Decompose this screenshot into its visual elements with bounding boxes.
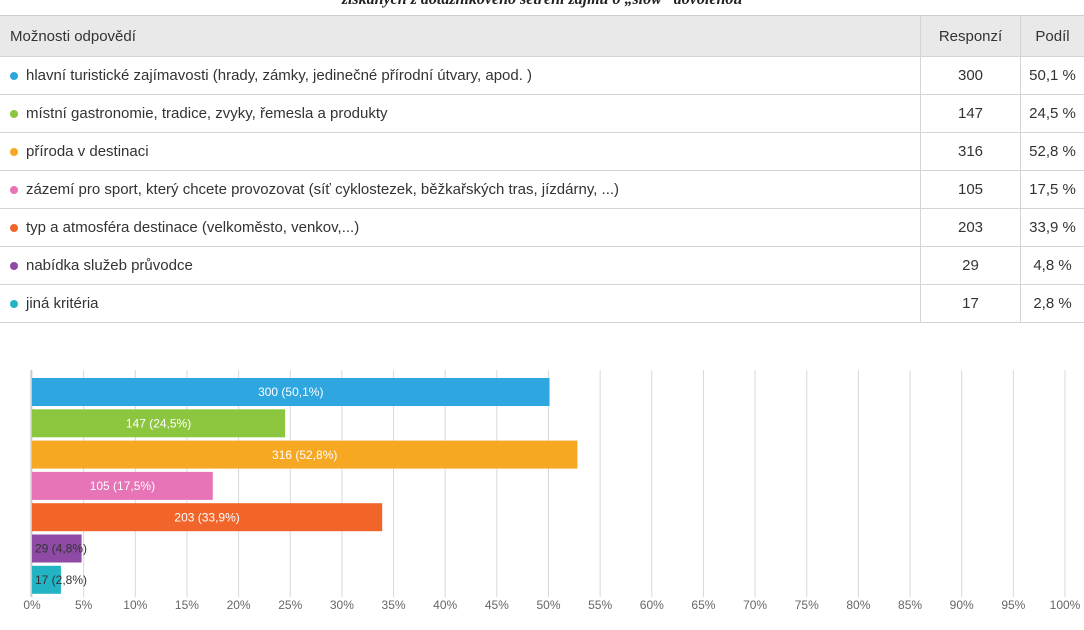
cell-text: 105 [957, 181, 984, 198]
cell-text: 33,9 % [1029, 219, 1076, 236]
x-tick-label: 30% [330, 598, 354, 612]
cell-text: 2,8 % [1033, 295, 1072, 312]
color-dot [10, 71, 18, 80]
color-dot [10, 299, 18, 308]
cell-text: nabídka služeb průvodce [26, 257, 193, 274]
x-tick-label: 40% [433, 598, 457, 612]
x-tick-label: 5% [75, 598, 93, 612]
x-tick-label: 15% [175, 598, 199, 612]
x-tick-label: 75% [795, 598, 819, 612]
x-tick-label: 85% [898, 598, 922, 612]
bar [32, 503, 383, 532]
cell-text: zázemí pro sport, který chcete provozova… [26, 181, 620, 198]
x-tick-label: 80% [846, 598, 870, 612]
cell: příroda v destinaci [0, 133, 920, 170]
table-row: zázemí pro sport, který chcete provozova… [0, 171, 1084, 209]
cell: 300 [920, 57, 1020, 94]
x-tick-label: 25% [278, 598, 302, 612]
cell: 147 [920, 95, 1020, 132]
bar [32, 378, 550, 406]
x-tick-label: 100% [1050, 598, 1081, 612]
table-row: jiná kritéria 17 2,8 % [0, 285, 1084, 323]
cell-text: příroda v destinaci [26, 143, 149, 160]
bar-label: 105 (17,5%) [90, 479, 155, 493]
bar [32, 409, 286, 438]
color-dot [10, 223, 18, 232]
cell-text: 17,5 % [1029, 181, 1076, 198]
cell: 316 [920, 133, 1020, 170]
bar [32, 440, 578, 469]
table-row: hlavní turistické zajímavosti (hrady, zá… [0, 57, 1084, 95]
x-tick-label: 60% [640, 598, 664, 612]
x-tick-label: 50% [536, 598, 560, 612]
cell: 29 [920, 247, 1020, 284]
color-dot [10, 185, 18, 194]
cell: typ a atmosféra destinace (velkoměsto, v… [0, 209, 920, 246]
header-cell: Podíl [1020, 16, 1084, 56]
bar-label: 316 (52,8%) [272, 448, 337, 462]
x-tick-label: 90% [950, 598, 974, 612]
table-row: nabídka služeb průvodce 29 4,8 % [0, 247, 1084, 285]
x-tick-label: 10% [123, 598, 147, 612]
cell: 2,8 % [1020, 285, 1084, 322]
bar-label: 300 (50,1%) [258, 385, 323, 399]
cell: 105 [920, 171, 1020, 208]
cell-text: 50,1 % [1029, 67, 1076, 84]
cell-text: 147 [957, 105, 984, 122]
cell: 17 [920, 285, 1020, 322]
cell-text: 29 [962, 257, 979, 274]
bar [32, 565, 61, 594]
color-dot [10, 109, 18, 118]
cell: 17,5 % [1020, 171, 1084, 208]
cell: 24,5 % [1020, 95, 1084, 132]
bar-label: 147 (24,5%) [126, 416, 191, 430]
cell: 33,9 % [1020, 209, 1084, 246]
header-row: Možnosti odpovědí Responzí Podíl [0, 15, 1084, 57]
cell: jiná kritéria [0, 285, 920, 322]
cell-text: typ a atmosféra destinace (velkoměsto, v… [26, 219, 360, 236]
x-tick-label: 20% [227, 598, 251, 612]
color-dot [10, 261, 18, 270]
cell: hlavní turistické zajímavosti (hrady, zá… [0, 57, 920, 94]
bar-label: 17 (2,8%) [35, 573, 87, 587]
cell-text: 17 [962, 295, 979, 312]
results-table: Možnosti odpovědí Responzí Podíl hlavní tur… [0, 15, 1084, 323]
table-row: typ a atmosféra destinace (velkoměsto, v… [0, 209, 1084, 247]
cell-text: 203 [957, 219, 984, 236]
table-row: příroda v destinaci 316 52,8 % [0, 133, 1084, 171]
cell: 203 [920, 209, 1020, 246]
x-tick-label: 0% [23, 598, 41, 612]
header-cell: Responzí [920, 16, 1020, 56]
color-dot [10, 147, 18, 156]
bar [32, 534, 82, 563]
cell-text: jiná kritéria [26, 295, 99, 312]
cell: 52,8 % [1020, 133, 1084, 170]
cell-text: 52,8 % [1029, 143, 1076, 160]
x-tick-label: 65% [691, 598, 715, 612]
caption: získaných z dotazníkového šetření zájmu … [0, 0, 1084, 9]
cell: 50,1 % [1020, 57, 1084, 94]
x-tick-label: 70% [743, 598, 767, 612]
cell-text: 300 [957, 67, 984, 84]
bar-label: 29 (4,8%) [35, 542, 87, 556]
cell: nabídka služeb průvodce [0, 247, 920, 284]
header-cell: Možnosti odpovědí [10, 27, 136, 45]
cell-text: hlavní turistické zajímavosti (hrady, zá… [26, 67, 533, 84]
cell-text: místní gastronomie, tradice, zvyky, řeme… [26, 105, 388, 122]
table-row: místní gastronomie, tradice, zvyky, řeme… [0, 95, 1084, 133]
bar [32, 471, 213, 500]
cell-text: 24,5 % [1029, 105, 1076, 122]
cell-text: 316 [957, 143, 984, 160]
x-tick-label: 45% [485, 598, 509, 612]
bar-label: 203 (33,9%) [174, 510, 239, 524]
x-tick-label: 35% [382, 598, 406, 612]
cell: 4,8 % [1020, 247, 1084, 284]
x-tick-label: 55% [588, 598, 612, 612]
cell: zázemí pro sport, který chcete provozova… [0, 171, 920, 208]
cell-text: 4,8 % [1033, 257, 1072, 274]
cell: místní gastronomie, tradice, zvyky, řeme… [0, 95, 920, 132]
x-tick-label: 95% [1001, 598, 1025, 612]
